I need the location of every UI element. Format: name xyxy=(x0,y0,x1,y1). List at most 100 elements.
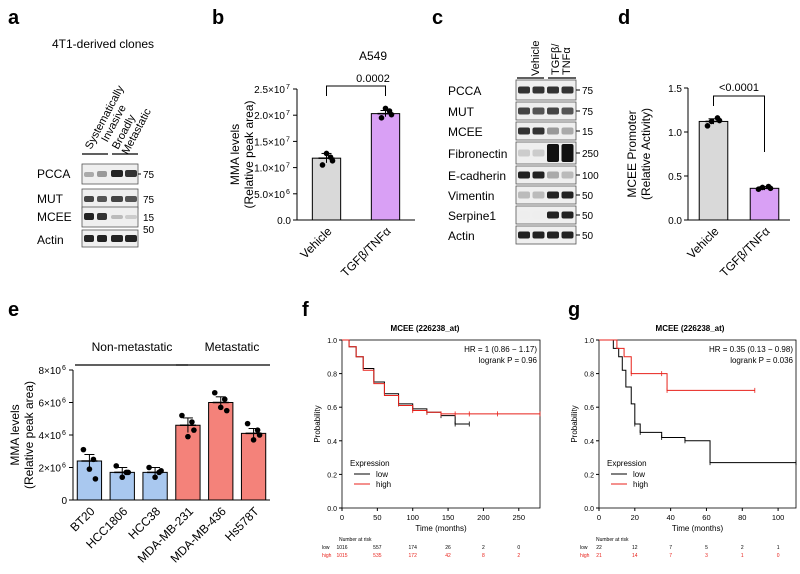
risk-value: 557 xyxy=(373,545,382,551)
blot-c-mw: 50 xyxy=(582,211,594,222)
blot-band xyxy=(547,127,559,135)
data-point xyxy=(716,117,723,124)
blot-band xyxy=(84,213,94,220)
blot-a-row-mut: MUT 75 xyxy=(37,188,155,210)
risk-value: 1016 xyxy=(336,545,347,551)
blot-a-mw-mut: 75 xyxy=(143,195,155,206)
data-point xyxy=(189,419,195,425)
panel-letter-a: a xyxy=(8,7,20,29)
risk-table-header: Number at risk xyxy=(596,537,629,543)
chart-g-logrank: logrank P = 0.036 xyxy=(730,356,793,365)
blot-band xyxy=(547,107,559,115)
data-point xyxy=(323,150,330,157)
data-point xyxy=(191,427,197,433)
blot-a-label-actin: Actin xyxy=(37,233,64,247)
risk-value: 1 xyxy=(741,553,744,559)
legend-label: high xyxy=(376,480,391,489)
y-tick-label: 2×10 xyxy=(38,464,61,475)
data-point xyxy=(254,427,261,433)
data-point xyxy=(256,432,263,438)
chart-g-hr: HR = 0.35 (0.13 − 0.98) xyxy=(709,345,793,354)
risk-value: 2 xyxy=(741,545,744,551)
data-point xyxy=(704,123,711,129)
y-tick-label: 0.8 xyxy=(584,372,594,379)
bar xyxy=(698,120,729,221)
chart-g-title: MCEE (226238_at) xyxy=(656,324,725,333)
legend-label: low xyxy=(376,470,388,479)
blot-band xyxy=(547,191,559,199)
x-tick-label: 200 xyxy=(477,513,490,522)
blot-a-mw-mcee: 15 xyxy=(143,213,155,224)
blot-c-mw: 50 xyxy=(582,231,594,242)
x-tick-label: Vehicle xyxy=(684,224,721,261)
plot-frame xyxy=(598,339,797,509)
blot-band xyxy=(518,107,530,115)
x-tick-label: 20 xyxy=(631,513,639,522)
blot-c-mw: 75 xyxy=(582,107,594,118)
blot-band xyxy=(547,144,559,162)
x-tick-label: Hs578T xyxy=(222,504,262,544)
panel-c-lane-vehicle: Vehicle xyxy=(530,41,542,76)
blot-c-mw: 75 xyxy=(582,86,594,97)
x-tick-label: 0 xyxy=(340,513,344,522)
y-tick-exponent: 7 xyxy=(286,136,290,143)
significance-bracket xyxy=(326,85,386,96)
x-tick-label: 250 xyxy=(513,513,526,522)
chart-d-pvalue: <0.0001 xyxy=(719,82,759,94)
blot-c-mw: 15 xyxy=(582,127,594,138)
km-curve-high xyxy=(599,339,755,391)
y-tick-exponent: 6 xyxy=(62,365,66,372)
blot-band xyxy=(561,127,574,135)
blot-c-label: MCEE xyxy=(448,125,483,139)
y-tick-label: 1.0 xyxy=(584,338,594,345)
blot-a-label-mut: MUT xyxy=(37,192,64,206)
y-axis-label: Probability xyxy=(313,405,322,442)
panel-c-lane-tgf-line2: TNFα xyxy=(561,47,573,75)
risk-value: 2 xyxy=(517,553,520,559)
risk-value: 172 xyxy=(409,553,418,559)
blot-band xyxy=(111,235,123,242)
data-point xyxy=(388,111,395,118)
chart-f: 0.0 0.2 0.4 0.6 0.8 1.0 0 50 100 150 200 250 Time (m… xyxy=(313,338,541,559)
blot-c-label: MUT xyxy=(448,105,475,119)
y-axis-label: Probability xyxy=(570,405,579,442)
y-axis-label: MCEE Promoter xyxy=(625,110,639,197)
panel-letter-g: g xyxy=(568,299,580,321)
risk-value: 3 xyxy=(705,553,708,559)
y-tick-exponent: 6 xyxy=(62,463,66,470)
data-point xyxy=(152,474,158,481)
x-tick-label: TGFβ/TNFα xyxy=(338,224,394,280)
y-tick-label: 1.0 xyxy=(327,338,337,345)
blot-band xyxy=(97,213,107,220)
risk-table-header: Number at risk xyxy=(339,537,372,543)
risk-value: 26 xyxy=(445,545,451,551)
blot-a-frame-actin xyxy=(81,229,139,248)
y-tick-exponent: 7 xyxy=(286,163,290,170)
x-tick-label: 40 xyxy=(666,513,674,522)
blot-band xyxy=(97,235,107,242)
chart-e-group-nonmet: Non-metastatic xyxy=(92,340,173,354)
risk-value: 42 xyxy=(445,553,451,559)
data-point xyxy=(158,467,164,474)
data-point xyxy=(211,389,218,396)
data-point xyxy=(80,446,87,453)
blot-band xyxy=(532,191,545,199)
chart-e-group-met: Metastatic xyxy=(205,340,260,354)
bar xyxy=(311,157,342,221)
blot-c-label: PCCA xyxy=(448,84,481,98)
data-point xyxy=(319,162,326,168)
blot-a-label-pcca: PCCA xyxy=(37,167,70,181)
data-point xyxy=(146,464,152,471)
blot-band xyxy=(518,171,530,179)
blot-band xyxy=(518,231,530,239)
risk-value: 0 xyxy=(777,553,780,559)
chart-b-title: A549 xyxy=(359,49,387,63)
legend-title: Expression xyxy=(350,459,390,468)
y-axis-label: (Relative peak area) xyxy=(22,381,36,489)
y-tick-label: 0.8 xyxy=(327,372,337,379)
blot-band xyxy=(532,127,545,135)
y-tick-label: 2.0×10 xyxy=(254,111,285,122)
blot-band xyxy=(111,196,123,202)
blot-band xyxy=(561,107,574,115)
